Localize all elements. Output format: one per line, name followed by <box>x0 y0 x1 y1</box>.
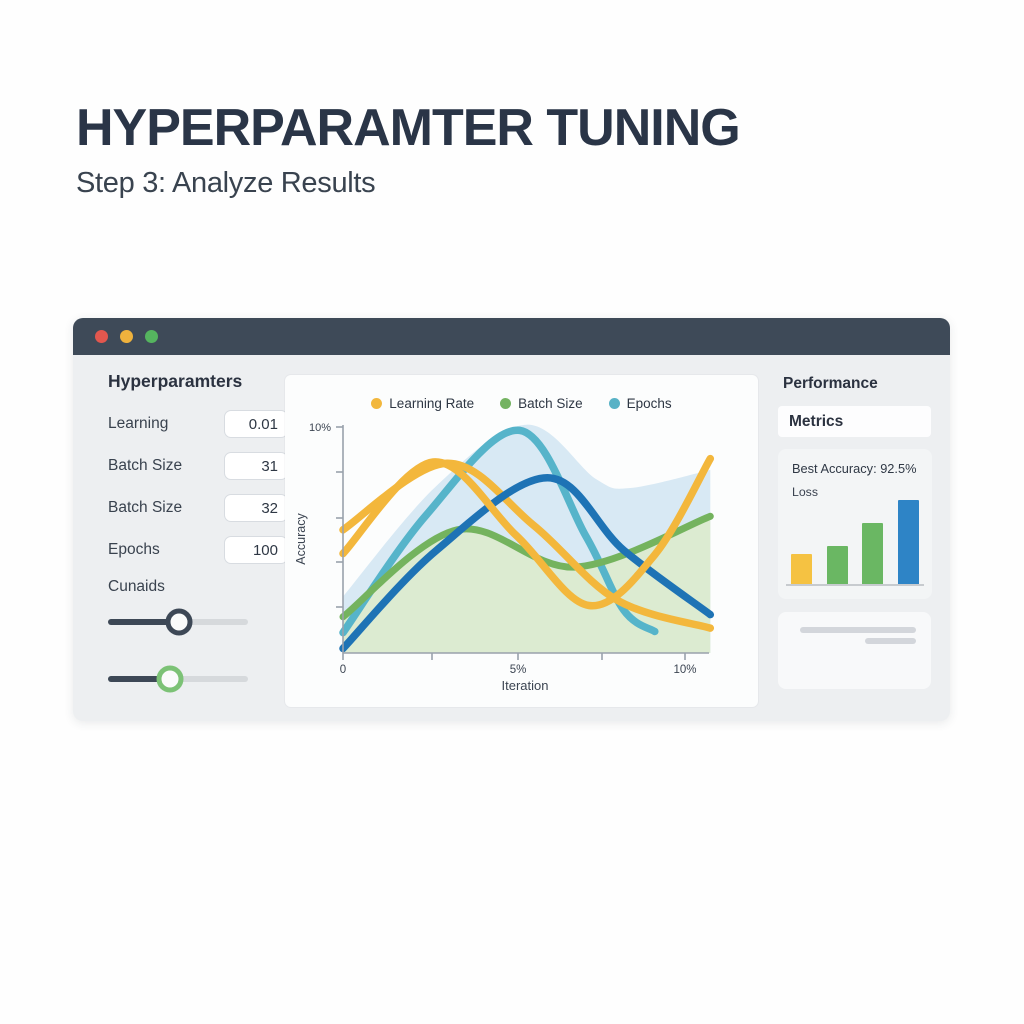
epochs-label: Epochs <box>108 541 160 558</box>
maximize-button[interactable] <box>145 330 158 343</box>
metrics-card: Best Accuracy: 92.5% Loss <box>778 449 932 599</box>
best-accuracy-text: Best Accuracy: 92.5% <box>792 461 917 476</box>
y-tick-label-10: 10% <box>309 422 331 434</box>
slider-section-label: Cunaids <box>108 578 165 595</box>
loss-bar-1 <box>791 554 812 585</box>
legend-item-batch-size[interactable]: Batch Size <box>500 396 583 411</box>
x-tick-label-10: 10% <box>673 664 696 676</box>
sidebar-heading: Hyperparamters <box>108 371 243 391</box>
series-epochs-curve <box>339 426 659 637</box>
window-titlebar <box>73 318 950 355</box>
batch-size-dot-icon <box>500 398 512 409</box>
series-learning-rate-curve-rising <box>339 454 715 610</box>
loss-bar-4 <box>897 500 919 585</box>
skeleton-line-long <box>800 627 916 633</box>
slider-2-fill <box>108 676 170 682</box>
performance-panel: Performance Metrics Best Accuracy: 92.5%… <box>778 369 938 689</box>
chart-series-layer <box>339 424 715 653</box>
metrics-tab-label: Metrics <box>789 413 844 430</box>
field-row-batch-size-2: Batch Size <box>108 494 288 522</box>
batch-size-input-2[interactable] <box>224 494 288 522</box>
chart-card: Learning Rate Batch Size Epochs <box>285 375 758 707</box>
loss-label: Loss <box>792 485 818 499</box>
x-axis-title: Iteration <box>502 678 549 693</box>
legend-label-epochs: Epochs <box>626 396 672 411</box>
loss-bar-chart <box>791 498 919 585</box>
series-trend-curve-blue <box>339 474 715 653</box>
legend-label-learning-rate: Learning Rate <box>389 396 475 411</box>
chart-legend: Learning Rate Batch Size Epochs <box>285 396 758 411</box>
field-row-learning: Learning <box>108 410 288 438</box>
batch-size-label-2: Batch Size <box>108 499 183 516</box>
epochs-dot-icon <box>608 398 620 409</box>
learning-rate-dot-icon <box>371 398 383 409</box>
legend-item-epochs[interactable]: Epochs <box>608 396 672 411</box>
x-tick-label-5: 5% <box>510 664 527 676</box>
batch-size-label: Batch Size <box>108 457 183 474</box>
learning-rate-input[interactable] <box>224 410 288 438</box>
window-body: Hyperparamters Learning Batch Size Batch… <box>73 355 950 721</box>
page-header: HYPERPARAMTER TUNING Step 3: Analyze Res… <box>76 99 741 200</box>
slider-1-thumb[interactable] <box>165 608 193 636</box>
slider-2-thumb[interactable] <box>156 665 184 693</box>
slider-2[interactable] <box>108 665 248 693</box>
epochs-input[interactable] <box>224 536 288 564</box>
close-button[interactable] <box>95 330 108 343</box>
field-row-epochs: Epochs <box>108 536 288 564</box>
batch-size-input-1[interactable] <box>224 452 288 480</box>
hyperparameters-panel: Hyperparamters Learning Batch Size Batch… <box>108 371 288 722</box>
x-tick-label-0: 0 <box>340 664 346 676</box>
metrics-tab[interactable]: Metrics <box>778 406 931 437</box>
slider-1-fill <box>108 619 180 625</box>
chart-axes <box>336 425 709 660</box>
performance-heading: Performance <box>783 375 878 392</box>
summary-card <box>778 612 931 689</box>
loss-bar-3 <box>862 523 884 585</box>
page-title: HYPERPARAMTER TUNING <box>76 99 741 157</box>
field-row-batch-size-1: Batch Size <box>108 452 288 480</box>
slider-1[interactable] <box>108 608 248 636</box>
series-batch-size-curve <box>339 512 714 621</box>
y-axis-title: Accuracy <box>294 513 308 565</box>
minimize-button[interactable] <box>120 330 133 343</box>
app-window: Hyperparamters Learning Batch Size Batch… <box>73 318 950 721</box>
learning-label: Learning <box>108 415 169 432</box>
accuracy-line-chart: 10% 0 5% 10% Iteration Accuracy <box>294 422 715 693</box>
page-subtitle: Step 3: Analyze Results <box>76 167 376 200</box>
legend-item-learning-rate[interactable]: Learning Rate <box>371 396 474 411</box>
loss-bar-2 <box>826 546 848 585</box>
bar-chart-baseline <box>786 584 924 586</box>
legend-label-batch-size: Batch Size <box>518 396 583 411</box>
skeleton-line-short <box>865 638 916 644</box>
